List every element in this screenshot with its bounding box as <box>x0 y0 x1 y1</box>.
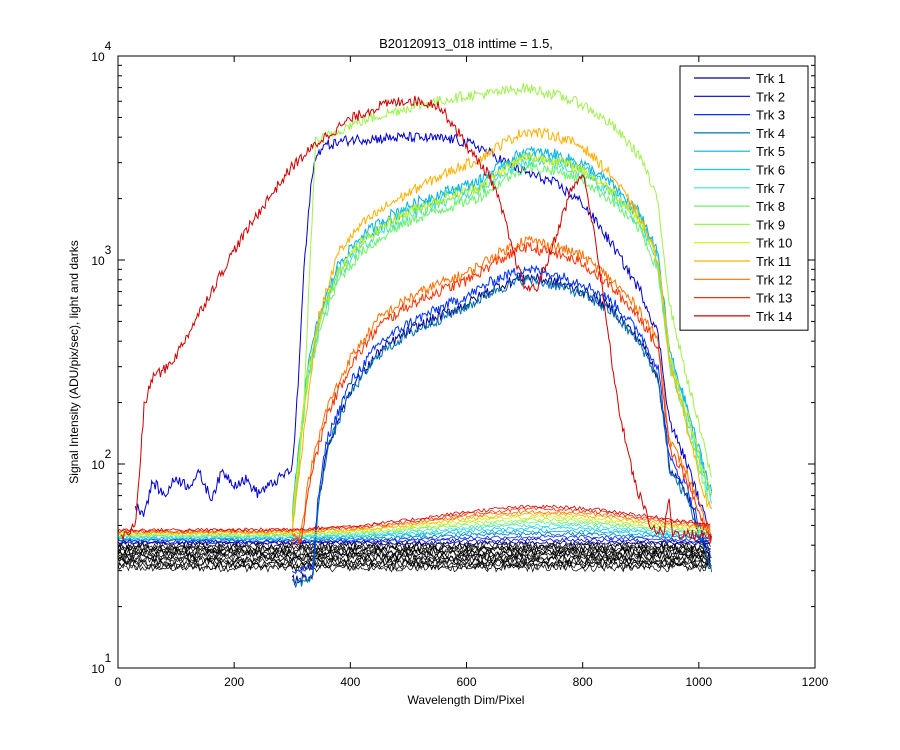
x-tick-label: 800 <box>573 675 593 689</box>
series-line <box>291 264 712 575</box>
x-tick-label: 400 <box>340 675 360 689</box>
y-tick-label: 10 <box>91 662 105 676</box>
x-axis-label: Wavelength Dim/Pixel <box>408 693 525 707</box>
dark-trace <box>117 553 711 564</box>
series-line <box>291 127 712 535</box>
series-floor-line <box>117 528 711 541</box>
dark-trace <box>117 541 711 552</box>
dark-trace <box>117 561 711 572</box>
series-line <box>291 82 713 521</box>
y-tick-label: 10 <box>91 458 105 472</box>
series-line <box>291 157 713 522</box>
y-tick-label: 10 <box>91 50 105 64</box>
y-tick-exponent: 4 <box>105 39 112 53</box>
legend-entry: Trk 6 <box>756 163 785 178</box>
series-floor-line <box>117 537 711 545</box>
series-line <box>291 274 713 588</box>
legend-entry: Trk 3 <box>756 108 785 123</box>
y-axis-label: Signal Intensity (ADU/pix/sec), light an… <box>67 240 81 483</box>
y-tick-exponent: 2 <box>105 447 112 461</box>
plot-area <box>117 82 713 588</box>
series-line <box>134 131 713 538</box>
chart-title: B20120913_018 inttime = 1.5, <box>379 36 553 51</box>
series-floor-line <box>117 509 711 535</box>
series-line <box>291 235 712 541</box>
legend-entry: Trk 10 <box>756 236 792 251</box>
series-line <box>291 241 713 546</box>
y-tick-label: 10 <box>91 254 105 268</box>
y-tick-exponent: 1 <box>105 651 112 665</box>
legend-entry: Trk 7 <box>756 181 785 196</box>
series-floor-line <box>117 514 711 536</box>
x-tick-label: 600 <box>456 675 476 689</box>
legend: Trk 1 Trk 2 Trk 3 Trk 4 Trk 5 Trk 6 Trk 7 Trk 8… <box>679 65 809 331</box>
legend-entry: Trk 13 <box>756 291 792 306</box>
series-line <box>120 95 712 542</box>
legend-entry: Trk 12 <box>756 272 792 287</box>
legend-box <box>679 65 809 331</box>
legend-entry: Trk 1 <box>756 71 785 86</box>
y-tick-exponent: 3 <box>105 243 112 257</box>
legend-entry: Trk 2 <box>756 89 785 104</box>
legend-entry: Trk 5 <box>756 144 785 159</box>
legend-entry: Trk 4 <box>756 126 785 141</box>
legend-entry: Trk 9 <box>756 217 785 232</box>
legend-entry: Trk 8 <box>756 199 785 214</box>
dark-trace <box>117 540 711 551</box>
series-floor-line <box>117 522 711 540</box>
legend-entry: Trk 11 <box>756 254 791 269</box>
x-tick-label: 1200 <box>802 675 829 689</box>
series-line <box>291 162 713 530</box>
dark-trace <box>117 546 711 557</box>
x-tick-label: 1000 <box>685 675 712 689</box>
x-tick-label: 0 <box>115 675 122 689</box>
legend-entry: Trk 14 <box>756 309 792 324</box>
dark-trace <box>117 551 711 562</box>
x-tick-label: 200 <box>224 675 244 689</box>
series-floor-line <box>117 512 711 535</box>
series-floor-line <box>117 504 711 533</box>
series-floor-line <box>117 534 711 544</box>
